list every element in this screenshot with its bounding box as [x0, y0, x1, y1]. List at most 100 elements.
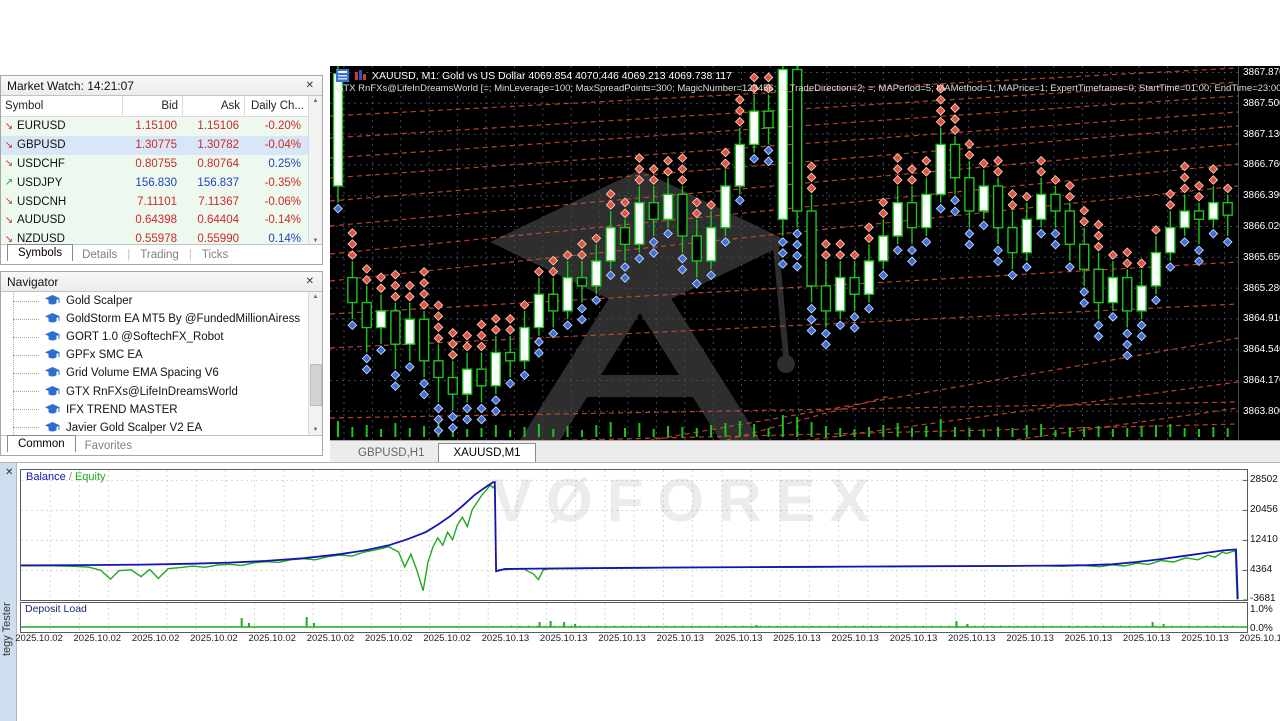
market-watch-row-eurusd[interactable]: ↘ EURUSD 1.15100 1.15106 -0.20%: [1, 117, 322, 136]
market-watch-row-usdcnh[interactable]: ↘ USDCNH 7.11101 7.11367 -0.06%: [1, 192, 322, 211]
scroll-down-icon[interactable]: ▼: [312, 238, 319, 244]
tester-date-label: 2025.10.02: [15, 633, 63, 644]
tester-date-label: 2025.10.13: [831, 633, 879, 644]
tester-axis-label: 20456: [1250, 504, 1278, 515]
tab-details[interactable]: Details: [82, 248, 118, 261]
symbol-name: NZDUSD: [17, 233, 65, 246]
navigator-item[interactable]: Gold Scalper: [1, 292, 322, 310]
tab-separator: |: [188, 248, 192, 261]
price-axis-label: 3864.910: [1243, 313, 1280, 325]
tab-common[interactable]: Common: [7, 435, 76, 452]
legend-equity: Equity: [74, 471, 106, 483]
candlestick-chart-canvas[interactable]: [330, 66, 1238, 440]
column-header-bid[interactable]: Bid: [123, 96, 183, 116]
navigator-item-label: Javier Gold Scalper V2 EA: [66, 421, 203, 434]
tester-date-label: 2025.10.13: [1181, 633, 1229, 644]
symbol-name: USDCNH: [17, 195, 67, 208]
daily-change-value: -0.35%: [264, 176, 301, 189]
chart-tab-xauusd-m1[interactable]: XAUUSD,M1: [438, 443, 536, 462]
market-watch-scrollbar[interactable]: ▲ ▼: [308, 96, 322, 246]
tester-date-axis: 2025.10.02 2025.10.02 2025.10.02 2025.10.02…: [0, 633, 1280, 647]
market-watch-row-gbpusd[interactable]: ↘ GBPUSD 1.30775 1.30782 -0.04%: [1, 135, 322, 155]
tester-axis-label: -3681: [1250, 593, 1276, 604]
deposit-load-plot[interactable]: [20, 602, 1248, 633]
navigator-item[interactable]: IFX TREND MASTER: [1, 401, 322, 419]
tester-date-label: 2025.10.13: [889, 633, 938, 644]
navigator-item[interactable]: GTX RnFXs@LifeInDreamsWorld: [1, 382, 322, 400]
close-icon[interactable]: ✕: [305, 276, 314, 287]
navigator-item[interactable]: GPFx SMC EA: [1, 346, 322, 364]
price-axis-label: 3864.540: [1243, 344, 1280, 356]
bid-value: 1.30775: [135, 139, 177, 152]
daily-change-value: 0.14%: [268, 233, 301, 246]
scrollbar-thumb[interactable]: [310, 364, 322, 406]
symbol-name: EURUSD: [17, 120, 66, 133]
strategy-tester-strip[interactable]: ✕ tegy Tester: [0, 463, 17, 721]
price-axis-label: 3863.800: [1243, 405, 1280, 417]
bid-value: 0.64398: [135, 214, 177, 227]
navigator-item-label: IFX TREND MASTER: [66, 403, 178, 416]
tester-date-label: 2025.10.02: [248, 633, 296, 644]
quotes-grid-icon: [336, 69, 349, 82]
tester-date-label: 2025.10.13: [1006, 633, 1054, 644]
price-axis-label: 3866.020: [1243, 221, 1280, 232]
close-icon[interactable]: ✕: [5, 467, 14, 478]
column-header-symbol[interactable]: Symbol: [1, 96, 123, 116]
market-watch-row-usdjpy[interactable]: ↗ USDJPY 156.830 156.837 -0.35%: [1, 173, 322, 193]
scroll-up-icon[interactable]: ▲: [312, 98, 319, 104]
market-watch-row-nzdusd[interactable]: ↘ NZDUSD 0.55978 0.55990 0.14%: [1, 229, 322, 249]
deposit-load-label: Deposit Load: [25, 603, 87, 615]
navigator-item[interactable]: GoldStorm EA MT5 By @FundedMillionAiress: [1, 310, 322, 328]
navigator-item[interactable]: GORT 1.0 @SoftechFX_Robot: [1, 328, 322, 346]
daily-change-value: -0.20%: [264, 120, 301, 133]
navigator-item-label: Gold Scalper: [66, 295, 133, 308]
navigator-tabs: Common Favorites: [1, 435, 322, 455]
price-axis-label: 3867.130: [1243, 128, 1280, 140]
market-watch-row-usdchf[interactable]: ↘ USDCHF 0.80755 0.80764 0.25%: [1, 154, 322, 174]
chart-symbol-line: XAUUSD, M1: Gold vs US Dollar 4069.854 4…: [372, 69, 732, 82]
tab-trading[interactable]: Trading: [140, 248, 179, 261]
symbol-name: USDJPY: [17, 176, 63, 189]
daily-change-value: -0.14%: [264, 214, 301, 227]
chart-window[interactable]: XAUUSD, M1: Gold vs US Dollar 4069.854 4…: [330, 66, 1280, 440]
tester-date-label: 2025.10.13: [481, 633, 530, 644]
scroll-up-icon[interactable]: ▲: [312, 294, 319, 300]
tree-branch: [13, 318, 39, 320]
tester-date-label: 2025.10.13: [539, 633, 588, 644]
tab-ticks[interactable]: Ticks: [201, 248, 229, 261]
daily-change-value: 0.25%: [268, 157, 301, 170]
tester-axis-label: 12410: [1250, 534, 1278, 545]
scroll-down-icon[interactable]: ▼: [312, 427, 319, 433]
trend-down-icon: ↘: [4, 233, 14, 245]
navigator-item[interactable]: Javier Gold Scalper V2 EA: [1, 419, 322, 435]
tab-separator: |: [127, 248, 131, 261]
tester-legend: Balance / Equity: [26, 471, 106, 483]
price-axis-label: 3866.760: [1243, 159, 1280, 171]
navigator-item-label: GoldStorm EA MT5 By @FundedMillionAiress: [66, 313, 301, 326]
candlestick-chart-icon: [355, 70, 366, 80]
ask-value: 0.80764: [197, 157, 239, 170]
tree-branch: [13, 372, 39, 374]
tester-axis-label: 4364: [1250, 564, 1273, 575]
symbol-name: AUDUSD: [17, 214, 66, 227]
balance-equity-plot[interactable]: [20, 469, 1248, 601]
column-header-ask[interactable]: Ask: [183, 96, 245, 116]
close-icon[interactable]: ✕: [305, 80, 314, 91]
tab-favorites[interactable]: Favorites: [84, 439, 132, 452]
price-axis[interactable]: 3867.870 3867.500 3867.130 3866.760 3866.390…: [1238, 66, 1280, 440]
navigator-item-label: GORT 1.0 @SoftechFX_Robot: [66, 331, 224, 344]
navigator-scrollbar[interactable]: ▲ ▼: [308, 292, 322, 435]
market-watch-row-audusd[interactable]: ↘ AUDUSD 0.64398 0.64404 -0.14%: [1, 210, 322, 230]
chart-ea-line: GTX RnFXs@LifeInDreamsWorld [=; MinLever…: [336, 83, 1280, 94]
strategy-tester-panel: ✕ tegy Tester Balance / Equity Deposit L…: [0, 462, 1280, 721]
column-header-daily-ch-[interactable]: Daily Ch...: [245, 96, 309, 116]
navigator-item[interactable]: Grid Volume EMA Spacing V6: [1, 364, 322, 382]
chart-tab-gbpusd-h1[interactable]: GBPUSD,H1: [358, 447, 425, 459]
tab-symbols[interactable]: Symbols: [7, 244, 74, 261]
navigator-title: Navigator: [7, 274, 59, 289]
market-watch-titlebar: Market Watch: 14:21:07 ✕: [1, 76, 322, 96]
bid-value: 7.11101: [137, 195, 177, 208]
expert-advisor-icon: [45, 295, 60, 305]
price-axis-label: 3865.280: [1243, 282, 1280, 294]
symbol-name: GBPUSD: [17, 139, 66, 152]
